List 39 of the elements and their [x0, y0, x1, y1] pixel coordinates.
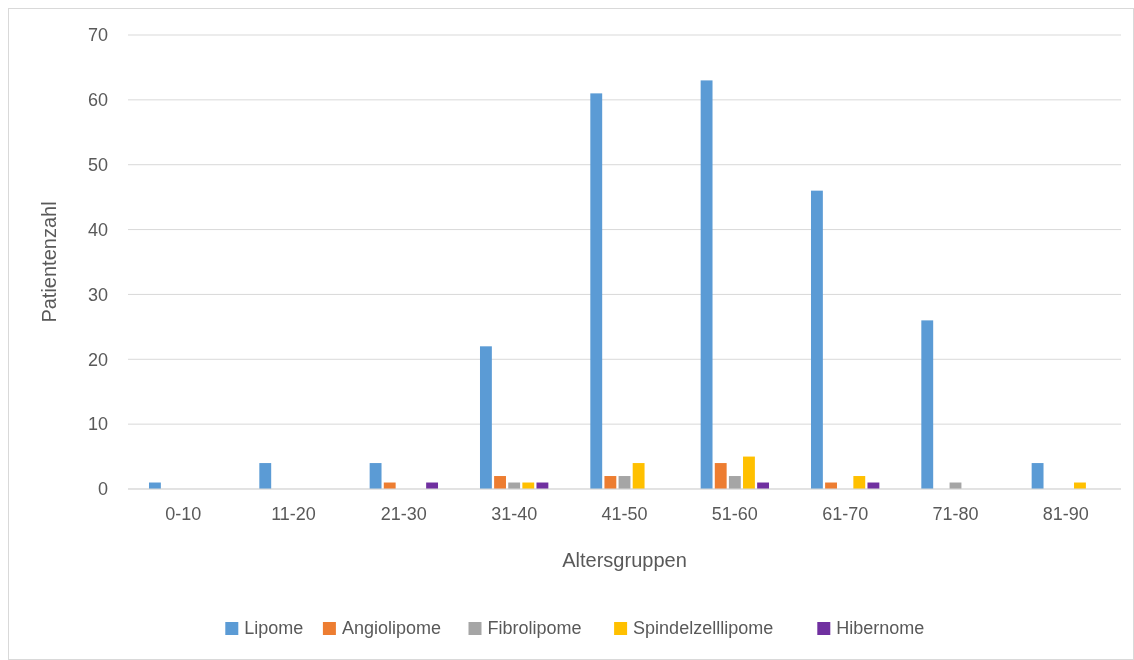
y-tick-label: 50 — [87, 155, 108, 176]
x-tick-label: 11-20 — [271, 504, 316, 524]
bar — [604, 476, 617, 489]
bar — [369, 463, 382, 489]
x-tick-label: 0-10 — [165, 504, 202, 524]
x-tick-label: 81-90 — [1042, 504, 1089, 524]
x-tick-label: 41-50 — [601, 504, 648, 524]
y-tick-label: 0 — [97, 479, 108, 500]
bar — [853, 476, 866, 489]
x-tick-label: 61-70 — [822, 504, 869, 524]
legend-label: Spindelzelllipome — [633, 618, 774, 638]
bar — [810, 190, 823, 489]
bar — [259, 463, 272, 489]
x-tick-label: 51-60 — [711, 504, 758, 524]
bar — [632, 463, 645, 489]
bar — [700, 80, 713, 489]
y-tick-label: 20 — [87, 349, 108, 370]
bar — [479, 346, 492, 489]
legend-label: Fibrolipome — [487, 618, 582, 638]
legend-label: Lipome — [244, 618, 304, 638]
bar — [714, 463, 727, 489]
y-tick-label: 30 — [87, 284, 108, 305]
bar — [921, 320, 934, 489]
x-tick-label: 71-80 — [932, 504, 979, 524]
legend-label: Hibernome — [836, 618, 925, 638]
y-tick-label: 70 — [87, 25, 108, 46]
bar — [1031, 463, 1044, 489]
legend-label: Angiolipome — [341, 618, 441, 638]
bar — [494, 476, 506, 489]
y-tick-label: 40 — [87, 219, 108, 240]
y-axis-title: Patientenzahl — [38, 201, 60, 323]
bar — [590, 93, 603, 489]
y-tick-label: 60 — [87, 90, 108, 111]
bar — [743, 456, 755, 489]
bar — [728, 476, 741, 489]
x-tick-label: 21-30 — [380, 504, 427, 524]
x-axis-title: Altersgruppen — [562, 549, 687, 571]
y-tick-label: 10 — [87, 414, 108, 435]
x-tick-label: 31-40 — [491, 504, 538, 524]
